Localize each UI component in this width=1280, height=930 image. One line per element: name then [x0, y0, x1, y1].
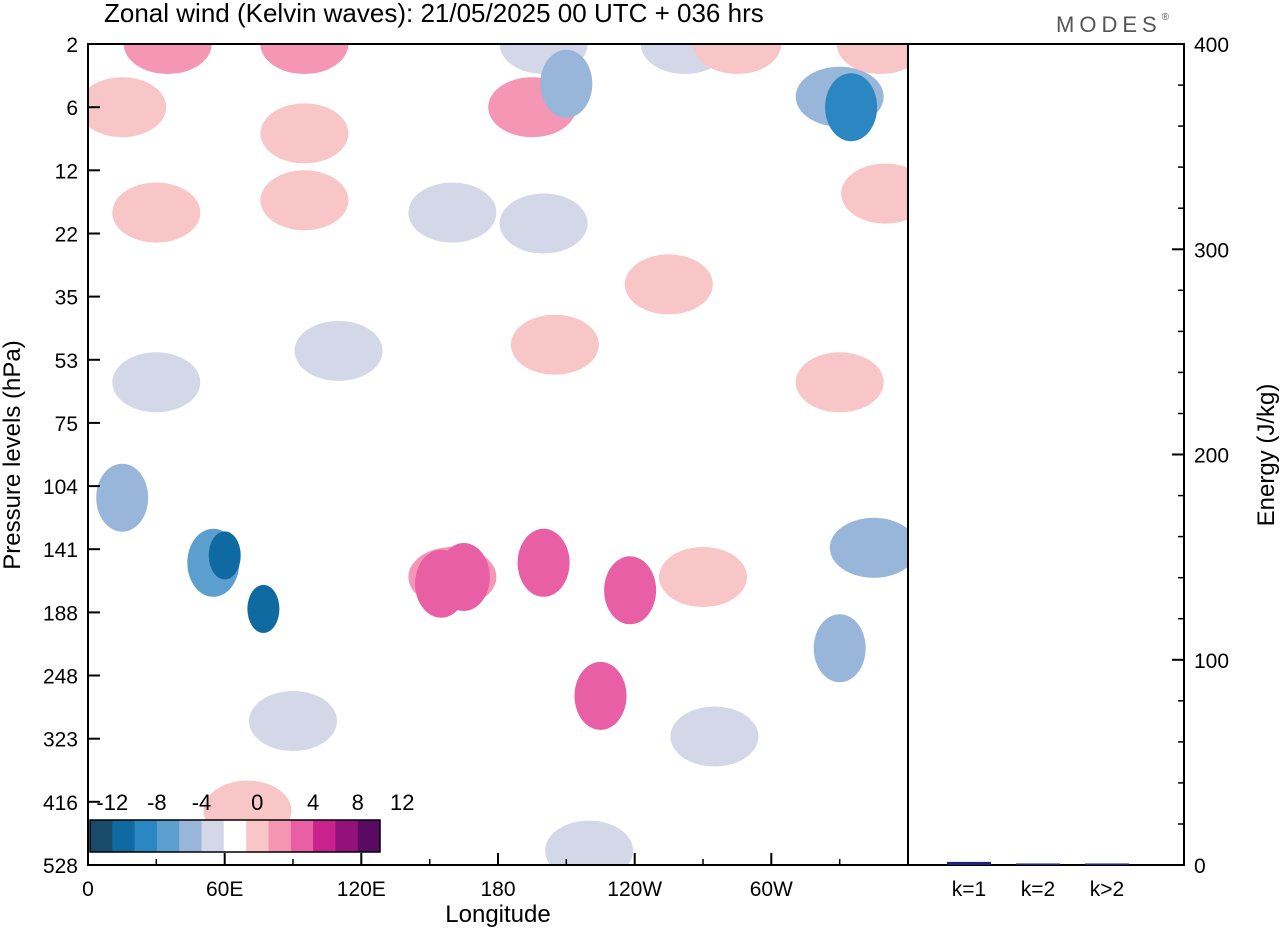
y-tick-label: 323	[43, 729, 78, 752]
heatmap-region-17	[624, 254, 713, 315]
heatmap-region-22	[96, 463, 149, 532]
x-tick-label: 60E	[206, 878, 243, 901]
heatmap-region-16	[499, 193, 588, 254]
colorbar-label: 8	[352, 790, 364, 815]
colorbar-swatch	[313, 820, 336, 852]
heatmap-region-18	[510, 314, 599, 375]
y-axis-label: Pressure levels (hPa)	[0, 340, 26, 569]
energy-tick-label: 0	[1194, 855, 1206, 878]
y-tick-label: 12	[55, 160, 78, 183]
heatmap-region-36	[813, 614, 866, 683]
energy-category-label: k=1	[952, 878, 986, 901]
heatmap-region-24	[208, 531, 241, 580]
heatmap-region-12	[841, 163, 908, 224]
colorbar-swatch	[179, 820, 202, 852]
energy-bar-k=2	[1016, 863, 1060, 865]
heatmap-region-6	[540, 49, 593, 118]
y-axis: 2 6 12 22 35 53 75 104 141 188 248 323 416 528	[43, 34, 100, 878]
colorbar-swatch	[268, 820, 292, 852]
heatmap-region-29	[437, 543, 490, 611]
heatmap-region-14	[260, 170, 349, 231]
y-tick-label: 141	[43, 539, 78, 562]
y-tick-label: 22	[55, 224, 78, 247]
y-tick-label: 104	[43, 476, 78, 499]
heatmap-frame	[87, 43, 909, 866]
heatmap-region-33	[659, 547, 747, 607]
energy-bar-k=1	[947, 861, 991, 865]
energy-tick-label: 400	[1194, 34, 1229, 57]
heatmap-region-32	[604, 556, 657, 625]
y-tick-label: 188	[43, 602, 78, 625]
energy-axis-label: Energy (J/kg)	[1253, 384, 1280, 527]
y-tick-label: 248	[43, 666, 78, 689]
heatmap-region-19	[795, 352, 884, 413]
y-tick-label: 35	[55, 287, 78, 310]
heatmap-region-11	[836, 44, 908, 74]
colorbar-swatch	[201, 820, 225, 852]
energy-tick-label: 100	[1194, 650, 1229, 673]
colorbar: -12 -8 -4 0 4 8 12	[89, 790, 415, 853]
chart-title: Zonal wind (Kelvin waves): 21/05/2025 00…	[104, 0, 764, 28]
x-tick-label: 180	[480, 878, 515, 901]
energy-category-label: k>2	[1090, 878, 1124, 901]
heatmap-region-31	[574, 661, 627, 730]
heatmap-region-10	[825, 73, 878, 142]
colorbar-swatch	[156, 820, 180, 852]
heatmap-region-20	[112, 352, 201, 413]
colorbar-label: 4	[307, 790, 319, 815]
x-tick-label: 120E	[337, 878, 386, 901]
colorbar-swatch	[90, 820, 113, 852]
y-tick-label: 75	[55, 413, 78, 436]
colorbar-label: -8	[147, 790, 167, 815]
heatmap-field	[88, 44, 908, 865]
x-tick-label: 120W	[607, 878, 662, 901]
colorbar-swatch	[246, 820, 269, 852]
energy-tick-label: 300	[1194, 239, 1229, 262]
heatmap-region-13	[112, 182, 201, 243]
heatmap-region-21	[294, 320, 383, 381]
heatmap-region-8	[693, 44, 782, 74]
colorbar-swatch	[112, 820, 136, 852]
modes-logo: MODES®	[1056, 12, 1174, 37]
heatmap-region-15	[408, 182, 497, 243]
colorbar-frame	[89, 819, 381, 853]
colorbar-swatch	[134, 820, 158, 852]
y-tick-label: 6	[66, 97, 78, 120]
y-tick-label: 528	[43, 855, 78, 878]
heatmap-region-2	[260, 103, 349, 164]
heatmap-region-38	[545, 820, 634, 865]
colorbar-label: 0	[251, 790, 263, 815]
colorbar-label: 12	[390, 790, 414, 815]
x-tick-label: 0	[82, 878, 94, 901]
colorbar-swatch	[290, 820, 314, 852]
heatmap-region-0	[88, 77, 167, 138]
x-axis: 0 60E 120E 180 120W 60W	[82, 853, 841, 901]
colorbar-swatch	[335, 820, 359, 852]
energy-panel-frame	[907, 43, 1185, 866]
energy-axis: 0 100 200 300 400	[1172, 34, 1229, 878]
colorbar-label: -4	[192, 790, 212, 815]
heatmap-region-34	[670, 706, 759, 767]
energy-category-label: k=2	[1021, 878, 1055, 901]
y-tick-label: 416	[43, 792, 78, 815]
colorbar-swatch	[223, 820, 247, 852]
x-axis-label: Longitude	[445, 901, 550, 928]
energy-tick-label: 200	[1194, 445, 1229, 468]
colorbar-swatch	[357, 820, 381, 852]
heatmap-region-26	[249, 691, 337, 751]
heatmap-region-3	[260, 44, 349, 74]
y-tick-label: 53	[55, 350, 78, 373]
energy-bar-k>2	[1085, 863, 1129, 865]
heatmap-region-35	[829, 517, 908, 578]
x-tick-label: 60W	[750, 878, 793, 901]
heatmap-region-1	[123, 44, 212, 74]
heatmap-region-30	[517, 528, 570, 597]
energy-bars: k=1 k=2 k>2	[947, 861, 1129, 901]
heatmap-region-25	[247, 584, 280, 633]
colorbar-label: -12	[96, 790, 128, 815]
y-tick-label: 2	[66, 34, 78, 57]
